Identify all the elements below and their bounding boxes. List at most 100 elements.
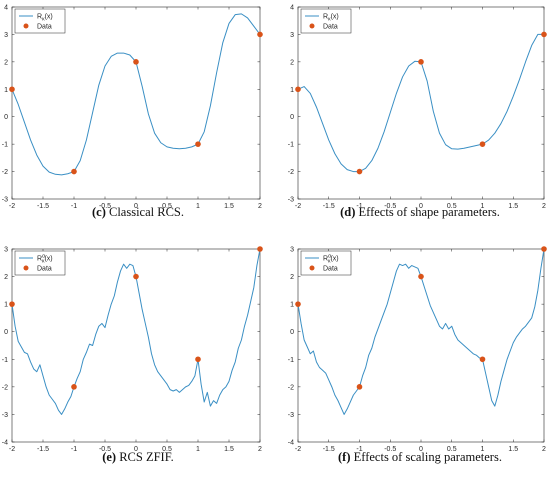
x-tick-label: -1.5 (37, 446, 49, 453)
y-tick-label: -1 (2, 357, 8, 364)
y-tick-label: -2 (288, 384, 294, 391)
x-tick-label: 0.5 (447, 446, 457, 453)
x-tick-label: 1.5 (508, 203, 518, 210)
legend-label: Rα κ(x) (37, 254, 53, 265)
legend-label: Data (37, 24, 52, 31)
x-tick-label: 2 (258, 446, 262, 453)
x-tick-label: -0.5 (99, 203, 111, 210)
panel-caption-text: Effects of shape parameters. (355, 205, 500, 219)
x-tick-label: 1.5 (508, 446, 518, 453)
legend-label-tail: (x) (331, 14, 339, 21)
y-tick-label: -3 (2, 197, 8, 204)
y-tick-label: -3 (288, 412, 294, 419)
legend-label: Data (323, 266, 338, 273)
data-point (9, 301, 15, 307)
x-tick-label: -1.5 (37, 203, 49, 210)
x-tick-label: 0.5 (162, 203, 172, 210)
legend-marker-swatch (309, 23, 315, 29)
legend-label: Rκ(x) (37, 14, 53, 23)
panel-caption-text: Effects of scaling parameters. (351, 450, 502, 464)
x-tick-label: -0.5 (384, 446, 396, 453)
data-point (541, 246, 547, 252)
legend-label: Rκ(x) (323, 14, 339, 23)
chart-panel: -2 -1.5 -1 -0.5 0 0.5 1 1.5 2-3-2-101234Rκ(x)Dat… (2, 5, 263, 219)
legend-label: Rα κ(x) (323, 254, 339, 265)
data-point (195, 356, 201, 363)
data-point (257, 31, 263, 38)
y-tick-label: 4 (290, 5, 294, 12)
y-tick-label: 3 (4, 32, 8, 39)
x-tick-label: -1 (71, 446, 77, 453)
x-tick-label: 1 (196, 446, 200, 453)
series-line (11, 13, 261, 176)
legend-label-tail: (x) (45, 14, 53, 21)
panel-caption-tag: (f) (338, 450, 351, 464)
x-tick-label: -1.5 (323, 446, 335, 453)
y-tick-label: 0 (290, 329, 294, 336)
y-tick-label: -1 (288, 357, 294, 364)
y-tick-label: 0 (4, 114, 8, 121)
panel-caption-tag: (e) (102, 450, 116, 464)
data-point (9, 86, 15, 93)
legend-label-sub: κ (328, 17, 331, 23)
legend-label-base: R (37, 14, 42, 21)
y-tick-label: -4 (288, 440, 294, 447)
y-tick-label: 2 (290, 274, 294, 281)
x-tick-label: -0.5 (384, 203, 396, 210)
legend-label-tail: (x) (330, 256, 338, 263)
x-tick-label: 1.5 (224, 203, 234, 210)
y-tick-label: 3 (290, 32, 294, 39)
legend-box (300, 8, 352, 34)
data-point (257, 246, 263, 252)
legend-label-base: R (323, 14, 328, 21)
panel-caption-tag: (c) (92, 205, 106, 219)
x-tick-label: 0.5 (162, 446, 172, 453)
x-tick-label: 2 (542, 203, 546, 210)
data-point (71, 384, 77, 390)
y-tick-label: 1 (4, 87, 8, 94)
x-tick-label: -1.5 (323, 203, 335, 210)
axes-box (11, 6, 261, 200)
chart-panel: -2 -1.5 -1 -0.5 0 0.5 1 1.5 2-3-2-101234Rκ(x)Dat… (288, 5, 547, 219)
x-tick-label: 1 (481, 203, 485, 210)
x-tick-label: -2 (295, 446, 301, 453)
x-tick-label: 1 (196, 203, 200, 210)
y-tick-label: 1 (290, 87, 294, 94)
panel-caption: (d) Effects of shape parameters. (340, 205, 500, 219)
x-tick-label: 0 (134, 203, 138, 210)
x-tick-label: -1 (356, 446, 362, 453)
x-tick-label: -2 (9, 446, 15, 453)
y-tick-label: 1 (4, 302, 8, 309)
y-tick-label: -2 (2, 169, 8, 176)
x-tick-label: 0 (419, 203, 423, 210)
y-tick-label: 3 (4, 247, 8, 254)
legend-label: Data (323, 24, 338, 31)
data-point (541, 31, 547, 38)
legend-marker-swatch (23, 265, 29, 271)
series-line (297, 33, 544, 173)
y-tick-label: -2 (288, 169, 294, 176)
legend-label-sub: κ (328, 259, 331, 265)
panel-caption: (e) RCS ZFIF. (102, 450, 174, 464)
data-point (356, 168, 363, 175)
legend-label-base: R (323, 256, 328, 263)
data-point (295, 86, 301, 93)
x-tick-label: -0.5 (99, 446, 111, 453)
y-tick-label: 4 (4, 5, 8, 12)
legend-label-base: R (37, 256, 42, 263)
data-point (133, 273, 139, 280)
panel-caption-text: RCS ZFIF. (116, 450, 174, 464)
panel-caption: (c) Classical RCS. (92, 205, 184, 219)
legend-box (300, 250, 352, 276)
legend-marker-swatch (309, 265, 315, 271)
data-point (295, 301, 301, 307)
x-tick-label: 2 (258, 203, 262, 210)
x-tick-label: -2 (295, 203, 301, 210)
data-point (418, 59, 424, 65)
legend-label-sup: α (42, 254, 45, 260)
data-point (479, 141, 486, 147)
y-tick-label: 0 (4, 329, 8, 336)
